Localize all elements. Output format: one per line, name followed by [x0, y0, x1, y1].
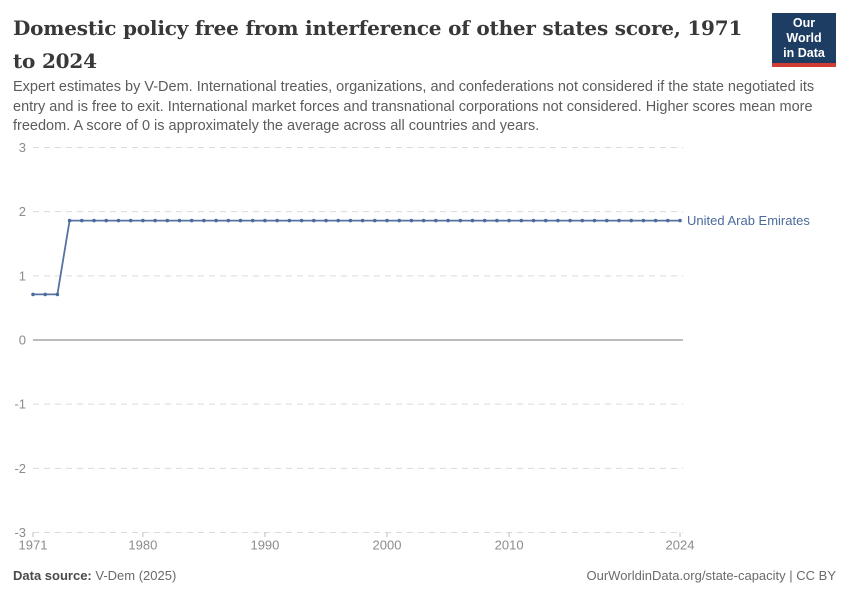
x-tick-label: 2010	[495, 538, 524, 553]
y-tick-label: 3	[19, 140, 26, 155]
data-point	[312, 218, 316, 223]
data-point	[434, 218, 438, 223]
chart-footer: Data source: V-Dem (2025) OurWorldinData…	[13, 568, 836, 583]
data-point	[519, 218, 524, 223]
y-tick-label: -2	[14, 461, 26, 476]
series-end-label: United Arab Emirates	[687, 213, 810, 228]
data-point	[92, 218, 96, 223]
data-point	[324, 218, 328, 223]
data-source: Data source: V-Dem (2025)	[13, 568, 176, 583]
chart-title: Domestic policy free from interference o…	[13, 16, 743, 73]
data-point	[336, 218, 341, 223]
data-point	[605, 218, 609, 223]
data-point	[31, 292, 35, 297]
data-point	[409, 218, 414, 223]
data-point	[385, 218, 389, 223]
owid-logo-line1: Our World	[786, 16, 822, 45]
footer-citation-link[interactable]: OurWorldinData.org/state-capacity | CC B…	[586, 568, 836, 583]
data-point	[263, 218, 267, 223]
data-point	[165, 218, 170, 223]
data-point	[116, 218, 121, 223]
data-point	[617, 218, 621, 223]
chart-subtitle: Expert estimates by V-Dem. International…	[13, 79, 815, 134]
owid-logo: Our World in Data	[772, 13, 836, 67]
data-point	[128, 218, 133, 223]
data-point	[287, 218, 292, 223]
data-point	[531, 218, 536, 223]
data-point	[348, 218, 353, 223]
x-tick-label: 1990	[250, 538, 279, 553]
y-tick-label: -1	[14, 397, 26, 412]
data-point	[543, 218, 548, 223]
data-point	[421, 218, 426, 223]
data-point	[556, 218, 560, 223]
data-point	[507, 218, 511, 223]
data-point	[592, 218, 597, 223]
x-tick-label: 1980	[128, 538, 157, 553]
data-point	[641, 218, 646, 223]
data-point	[629, 218, 633, 223]
data-point	[666, 218, 670, 223]
data-point	[153, 218, 157, 223]
data-source-value: V-Dem (2025)	[95, 568, 177, 583]
series-line	[33, 219, 680, 296]
data-point	[446, 218, 450, 223]
data-point	[373, 218, 377, 223]
data-point	[238, 218, 243, 223]
data-point	[458, 218, 463, 223]
x-tick-label: 2000	[373, 538, 402, 553]
data-source-label: Data source:	[13, 568, 92, 583]
data-point	[275, 218, 280, 223]
data-point	[67, 218, 72, 223]
y-tick-label: 2	[19, 204, 26, 219]
data-point	[482, 218, 487, 223]
data-point	[55, 292, 60, 297]
data-point	[495, 218, 499, 223]
owid-logo-line2: in Data	[783, 46, 825, 60]
x-tick-label: 2024	[666, 538, 695, 553]
data-point	[299, 218, 304, 223]
y-tick-label: -3	[14, 525, 26, 540]
x-tick-label: 1971	[19, 538, 48, 553]
data-point	[177, 218, 182, 223]
chart-svg: -3 -2 -1 0 1 2 3 1971 1980 1990 2000 2010 2024 United…	[14, 140, 810, 553]
data-point	[226, 218, 231, 223]
data-point	[568, 218, 572, 223]
data-point	[360, 218, 365, 223]
data-point	[189, 218, 194, 223]
data-point	[678, 218, 682, 223]
data-point	[104, 218, 108, 223]
data-point	[653, 218, 658, 223]
data-point	[397, 218, 402, 223]
data-point	[80, 218, 84, 223]
data-point	[141, 218, 145, 223]
y-tick-label: 1	[19, 268, 26, 283]
data-point	[202, 218, 206, 223]
data-point	[43, 292, 47, 297]
data-point	[580, 218, 585, 223]
data-point	[214, 218, 218, 223]
data-point	[470, 218, 475, 223]
data-point	[250, 218, 255, 223]
y-tick-label: 0	[19, 333, 26, 348]
